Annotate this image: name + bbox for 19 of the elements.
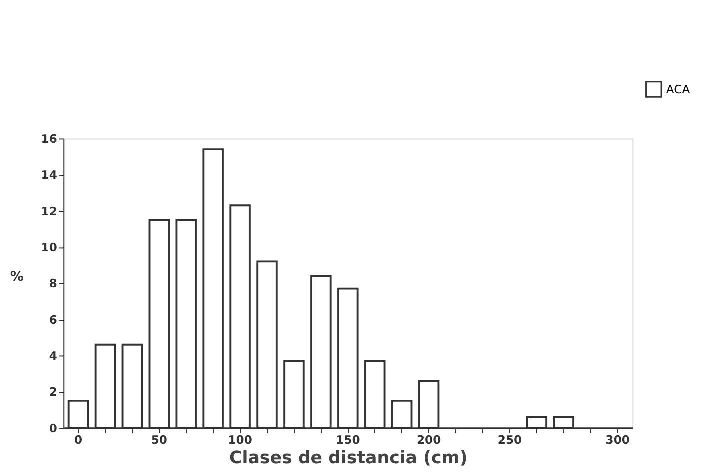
y-tick-label: 2: [49, 385, 58, 400]
y-axis-title: %: [10, 268, 24, 285]
y-tick-label: 4: [49, 349, 58, 364]
x-tick-label: 100: [228, 432, 252, 447]
y-tick-label: 6: [49, 312, 58, 327]
y-tick-label: 10: [41, 240, 58, 255]
x-tick-label: 250: [498, 432, 522, 447]
y-tick-label: 0: [49, 421, 58, 436]
x-tick-label: 50: [151, 432, 168, 447]
y-tick-label: 16: [41, 132, 58, 146]
x-axis-title: Clases de distancia (cm): [230, 448, 468, 468]
x-tick-label: 300: [606, 432, 630, 447]
legend-label: ACA: [666, 82, 690, 96]
y-tick-label: 12: [41, 204, 58, 218]
y-tick-label: 14: [41, 168, 58, 182]
x-tick-label: 200: [416, 432, 442, 447]
y-tick-label: 8: [49, 276, 58, 291]
x-tick-label: 150: [336, 432, 360, 447]
x-tick-label: 0: [74, 432, 83, 447]
